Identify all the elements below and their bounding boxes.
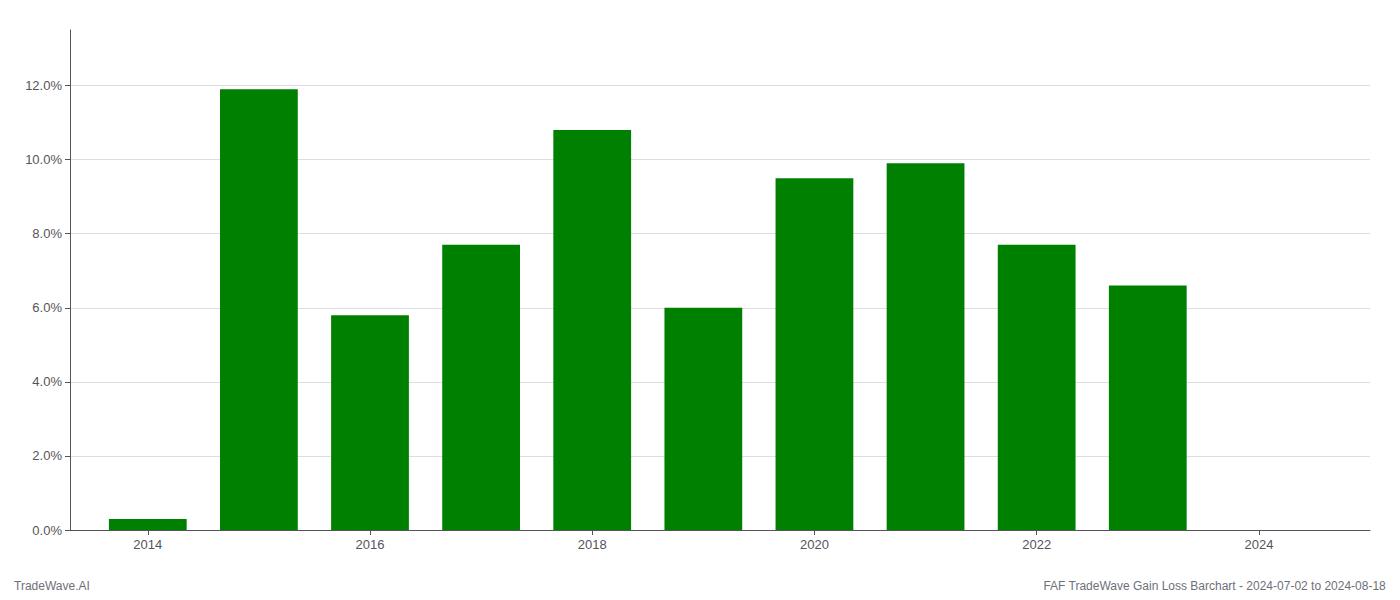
svg-text:0.0%: 0.0% xyxy=(32,523,62,538)
svg-text:2022: 2022 xyxy=(1022,537,1051,552)
svg-text:8.0%: 8.0% xyxy=(32,226,62,241)
svg-text:6.0%: 6.0% xyxy=(32,300,62,315)
svg-text:12.0%: 12.0% xyxy=(25,78,62,93)
svg-text:2020: 2020 xyxy=(800,537,829,552)
svg-text:10.0%: 10.0% xyxy=(25,152,62,167)
svg-text:2.0%: 2.0% xyxy=(32,448,62,463)
svg-text:2016: 2016 xyxy=(356,537,385,552)
svg-text:TradeWave.AI: TradeWave.AI xyxy=(14,579,90,593)
svg-text:FAF TradeWave Gain Loss Barcha: FAF TradeWave Gain Loss Barchart - 2024-… xyxy=(1043,579,1386,593)
svg-text:2018: 2018 xyxy=(578,537,607,552)
svg-text:2014: 2014 xyxy=(133,537,162,552)
svg-text:4.0%: 4.0% xyxy=(32,374,62,389)
svg-text:2024: 2024 xyxy=(1244,537,1273,552)
